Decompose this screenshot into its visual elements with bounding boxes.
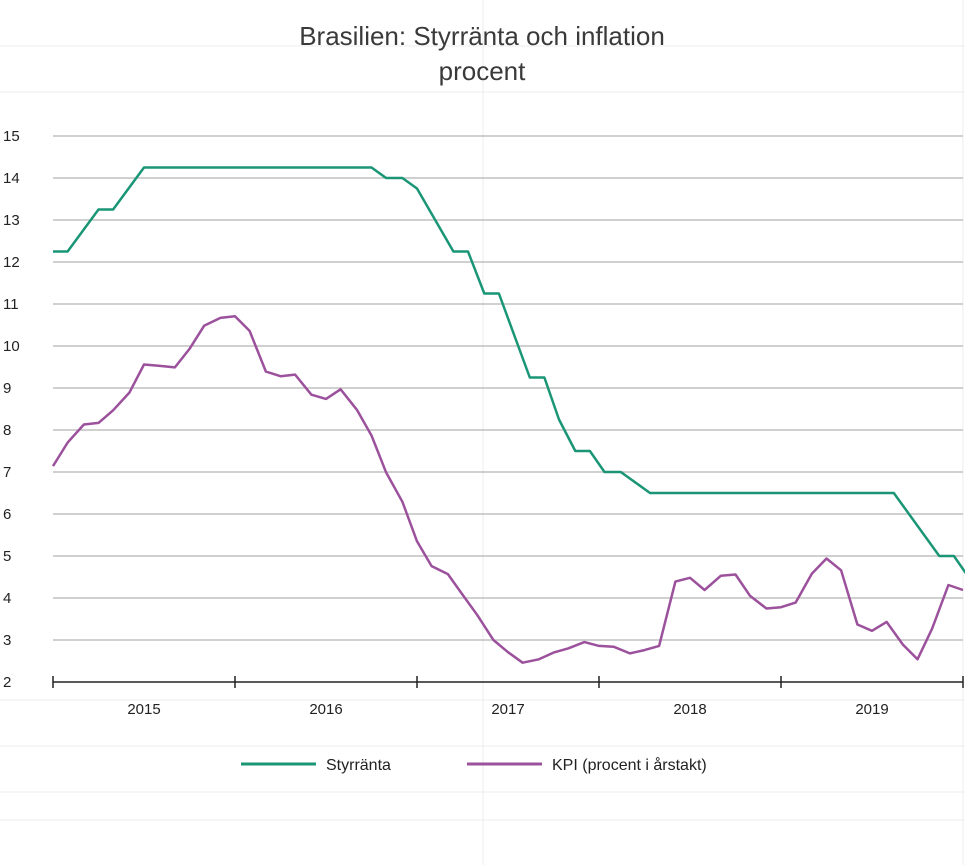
series-line-styrranta	[53, 166, 965, 575]
x-tick-label: 2015	[127, 701, 160, 718]
legend-label-kpi: KPI (procent i årstakt)	[552, 756, 707, 774]
legend: Styrränta KPI (procent i årstakt)	[241, 756, 707, 774]
x-tick-label: 2018	[673, 701, 706, 718]
x-axis: 2015 2016 2017 2018 2019	[52, 676, 964, 718]
y-tick-label: 14	[3, 170, 20, 187]
x-tick-label: 2019	[855, 701, 888, 718]
y-tick-label: 15	[3, 128, 20, 145]
chart-subtitle: procent	[439, 56, 526, 86]
y-tick-label: 11	[3, 296, 19, 313]
y-tick-label: 5	[3, 548, 11, 565]
y-tick-label: 10	[3, 338, 20, 355]
y-tick-label: 12	[3, 254, 20, 271]
y-tick-label: 7	[3, 464, 11, 481]
x-tick-label: 2017	[491, 701, 524, 718]
y-gridlines	[53, 135, 963, 641]
y-tick-label: 6	[3, 506, 11, 523]
y-tick-label: 9	[3, 380, 11, 397]
chart-title: Brasilien: Styrränta och inflation	[299, 21, 665, 51]
y-tick-label: 4	[3, 590, 11, 607]
y-tick-label: 13	[3, 212, 20, 229]
y-tick-label: 3	[3, 632, 11, 649]
series-lines	[51, 166, 965, 664]
y-tick-label: 2	[3, 674, 11, 691]
legend-label-styrranta: Styrränta	[326, 757, 391, 774]
y-axis-ticks: 2 3 4 5 6 7 8 9 10 11 12 13 14 15	[3, 128, 20, 691]
series-line-kpi	[51, 314, 964, 664]
y-tick-label: 8	[3, 422, 11, 439]
x-tick-label: 2016	[309, 701, 342, 718]
